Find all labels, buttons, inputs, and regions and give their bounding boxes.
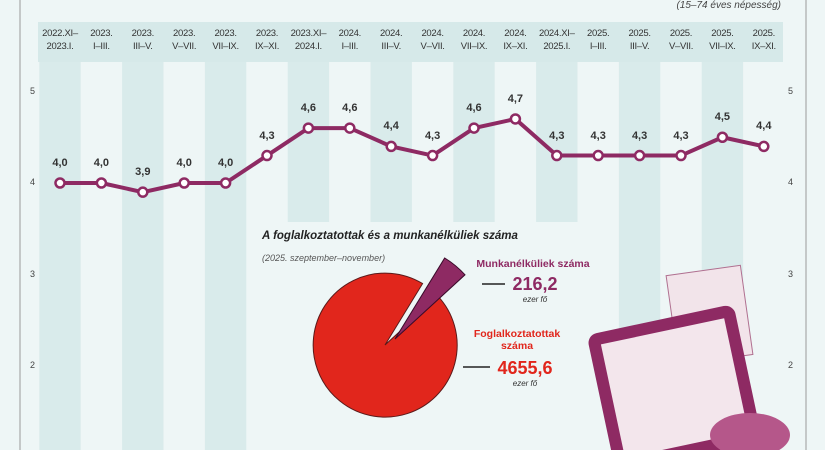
- data-label: 4,3: [549, 129, 565, 142]
- x-tick-label: 2024. I–III.: [338, 28, 362, 52]
- data-point: [675, 149, 687, 162]
- x-tick-label: 2024. III–V.: [380, 28, 403, 52]
- data-point: [509, 113, 522, 125]
- data-point: [426, 149, 439, 162]
- data-point: [261, 149, 273, 162]
- data-point: [758, 140, 770, 153]
- hand-illustration: [710, 413, 790, 450]
- data-point: [385, 140, 397, 153]
- data-label: 4,5: [714, 111, 731, 124]
- data-point: [344, 122, 356, 134]
- data-label: 4,3: [259, 129, 275, 142]
- category-header-band: [38, 22, 783, 62]
- data-point: [137, 186, 149, 198]
- employed-value: 4655,6: [497, 358, 553, 378]
- y-tick-label: 3: [788, 268, 794, 279]
- employed-unit: ezer fő: [512, 379, 538, 388]
- data-label: 4,0: [52, 157, 68, 169]
- y-tick-label: 4: [788, 177, 794, 187]
- x-tick-label: 2025. IX–XI.: [751, 28, 776, 52]
- y-tick-label: 5: [30, 85, 36, 96]
- column-band: [204, 62, 247, 450]
- tablet-screen: [600, 318, 749, 450]
- x-tick-label: 2025. I–III.: [587, 28, 610, 52]
- data-point: [302, 122, 315, 134]
- pie-slice-employed: [312, 272, 458, 418]
- data-label: 4,7: [507, 92, 524, 105]
- pie-title: A foglalkoztatottak és a munkanélküliek …: [262, 230, 518, 242]
- series-line: [60, 116, 765, 195]
- x-tick-label: 2023. IX–XI.: [254, 28, 280, 52]
- unemployed-name: Munkanélküliek száma: [476, 258, 590, 270]
- data-label: 4,3: [673, 129, 689, 142]
- data-label: 4,3: [590, 129, 606, 142]
- x-tick-label: 2024. V–VII.: [420, 28, 445, 52]
- data-point: [551, 149, 563, 162]
- pie-slice-unemployed: [394, 257, 466, 340]
- x-tick-label: 2023.XI– 2024.I.: [290, 28, 327, 52]
- data-point: [468, 122, 480, 134]
- y-tick-label: 4: [30, 177, 36, 187]
- data-point: [95, 177, 108, 189]
- data-label: 4,0: [93, 157, 110, 169]
- y-tick-label: 5: [788, 85, 794, 96]
- data-label: 4,6: [300, 102, 317, 115]
- data-label: 3,9: [135, 166, 151, 179]
- x-tick-label: 2023. III–V.: [131, 28, 155, 52]
- y-tick-label: 2: [788, 360, 794, 370]
- column-band: [122, 62, 164, 450]
- x-tick-label: 2025. VII–IX.: [709, 28, 736, 52]
- x-tick-label: 2023. I–III.: [90, 28, 113, 52]
- x-tick-label: 2023. V–VII.: [172, 28, 197, 52]
- x-tick-label: 2023. VII–IX.: [212, 28, 239, 52]
- y-tick-label: 3: [30, 268, 36, 279]
- data-point: [54, 177, 66, 189]
- data-label: 4,3: [631, 129, 648, 142]
- unemployed-value: 216,2: [512, 274, 558, 294]
- x-tick-label: 2024. VII–IX.: [460, 28, 488, 52]
- data-label: 4,4: [383, 120, 399, 133]
- data-label: 4,6: [466, 102, 482, 115]
- unit-note: (15–74 éves népesség): [676, 0, 781, 11]
- x-tick-label: 2024. IX–XI.: [503, 28, 528, 52]
- x-tick-label: 2022.XI– 2023.I.: [42, 28, 78, 52]
- data-label: 4,0: [176, 157, 192, 169]
- pie-subtitle: (2025. szeptember–november): [262, 253, 386, 263]
- unemployed-unit: ezer fő: [522, 295, 548, 304]
- data-label: 4,0: [217, 157, 234, 169]
- data-point: [178, 177, 190, 189]
- x-tick-label: 2025. V–VII.: [668, 28, 694, 52]
- data-label: 4,3: [424, 129, 441, 142]
- data-point: [716, 131, 729, 143]
- employed-name: Foglalkoztatottak száma: [473, 328, 561, 352]
- data-label: 4,4: [756, 120, 772, 133]
- data-point: [219, 177, 232, 189]
- data-point: [633, 149, 646, 162]
- x-tick-label: 2025. III–V.: [628, 28, 651, 52]
- column-band: [39, 62, 81, 450]
- x-tick-label: 2024.XI– 2025.I.: [538, 28, 575, 52]
- data-point: [592, 149, 604, 162]
- data-label: 4,6: [342, 102, 358, 115]
- y-tick-label: 2: [30, 360, 36, 370]
